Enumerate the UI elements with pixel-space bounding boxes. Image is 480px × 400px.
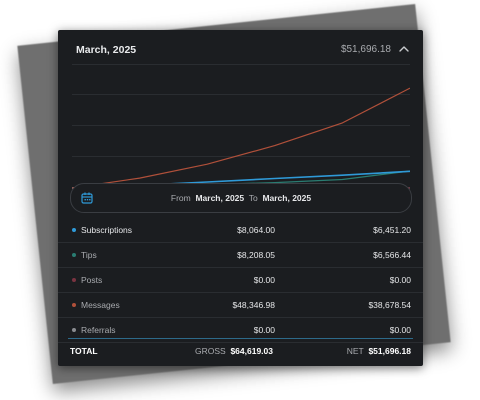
row-label: Tips: [81, 250, 97, 260]
period-title: March, 2025: [76, 44, 137, 56]
range-from-value: March, 2025: [195, 193, 245, 203]
range-from-label: From: [170, 193, 191, 203]
total-gross-value: $64,619.03: [230, 346, 273, 356]
total-net-value: $51,696.18: [368, 346, 411, 356]
range-to-value: March, 2025: [262, 193, 312, 203]
row-gross: $0.00: [253, 325, 275, 335]
row-net: $6,566.44: [373, 250, 411, 260]
row-label: Posts: [81, 275, 103, 285]
total-divider: [68, 338, 413, 339]
period-total: $51,696.18: [340, 44, 391, 55]
total-row: TOTAL GROSS $64,619.03 NET $51,696.18: [58, 344, 423, 364]
panel-header[interactable]: March, 2025 $51,696.18: [58, 30, 423, 70]
calendar-icon[interactable]: [79, 190, 95, 206]
total-gross-label: GROSS: [195, 346, 226, 356]
row-gross: $0.00: [253, 275, 275, 285]
table-row: Tips $8,208.05 $6,566.44: [58, 243, 423, 268]
row-net: $6,451.20: [373, 225, 411, 235]
row-net: $38,678.54: [368, 300, 411, 310]
row-net: $0.00: [389, 325, 411, 335]
earnings-breakdown-list: Subscriptions $8,064.00 $6,451.20 Tips $8,20…: [58, 218, 423, 343]
series-dot: [72, 228, 76, 232]
table-row: Posts $0.00 $0.00: [58, 268, 423, 293]
series-line-messages: [72, 87, 410, 189]
series-dot: [72, 253, 76, 257]
range-to-label: To: [248, 193, 258, 203]
row-gross: $48,346.98: [232, 300, 275, 310]
date-range-picker[interactable]: From March, 2025 To March, 2025: [70, 183, 412, 213]
chart-grid: [72, 64, 410, 188]
date-range-text: From March, 2025 To March, 2025: [71, 193, 411, 203]
row-gross: $8,208.05: [237, 250, 275, 260]
table-row: Subscriptions $8,064.00 $6,451.20: [58, 218, 423, 243]
series-dot: [72, 278, 76, 282]
row-net: $0.00: [389, 275, 411, 285]
chevron-up-icon[interactable]: [397, 42, 411, 56]
row-label: Referrals: [81, 325, 116, 335]
total-net: NET $51,696.18: [347, 346, 411, 356]
total-gross: GROSS $64,619.03: [195, 346, 273, 356]
table-row: Messages $48,346.98 $38,678.54: [58, 293, 423, 318]
row-label: Subscriptions: [81, 225, 133, 235]
earnings-panel: March, 2025 $51,696.18 06 Mar 2512 Mar 2…: [58, 30, 423, 366]
total-label: TOTAL: [70, 346, 98, 356]
chart-series: [72, 87, 410, 189]
total-net-label: NET: [346, 346, 364, 356]
table-row: Referrals $0.00 $0.00: [58, 318, 423, 343]
row-label: Messages: [81, 300, 120, 310]
series-dot: [72, 328, 76, 332]
series-dot: [72, 303, 76, 307]
row-gross: $8,064.00: [237, 225, 275, 235]
